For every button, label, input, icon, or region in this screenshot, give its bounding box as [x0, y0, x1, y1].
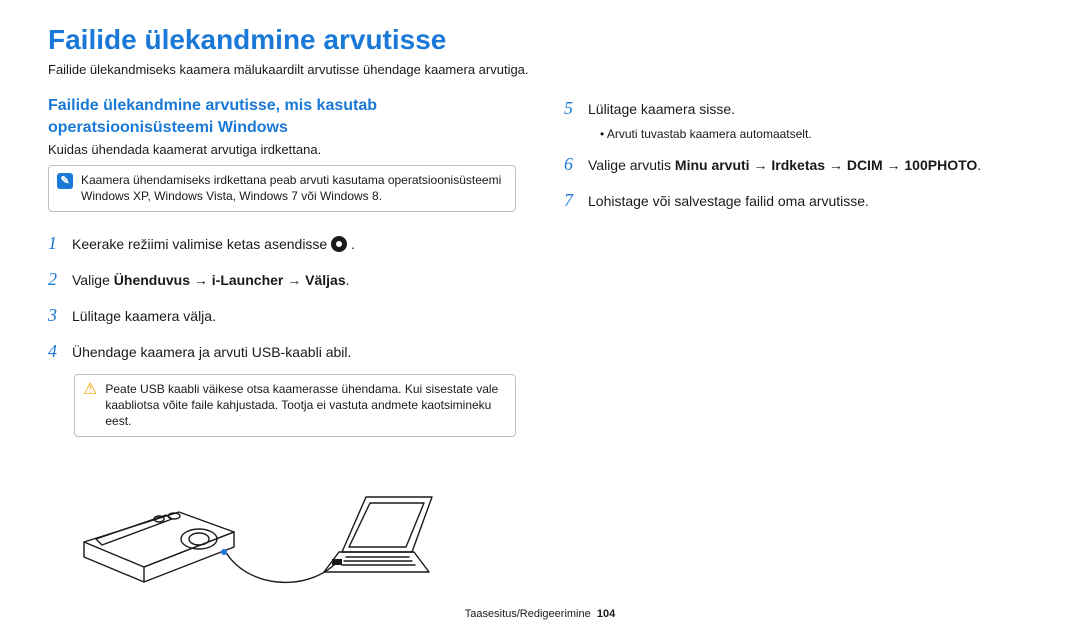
step6-bold: Minu arvuti → Irdketas → DCIM → 100PHOTO — [675, 157, 977, 173]
step-text: Keerake režiimi valimise ketas asendisse… — [72, 234, 355, 254]
step-num: 1 — [48, 230, 62, 256]
steps-right: 5 Lülitage kaamera sisse. — [564, 95, 1032, 121]
step-num: 7 — [564, 187, 578, 213]
step-num: 2 — [48, 266, 62, 292]
step-text: Valige Ühenduvus → i-Launcher → Väljas. — [72, 270, 350, 290]
page-title: Failide ülekandmine arvutisse — [48, 24, 1032, 56]
step-1: 1 Keerake režiimi valimise ketas asendis… — [48, 230, 516, 256]
step-num: 6 — [564, 151, 578, 177]
connection-illustration — [74, 457, 434, 597]
page-footer: Taasesitus/Redigeerimine 104 — [0, 608, 1080, 620]
info-box: ✎ Kaamera ühendamiseks irdkettana peab a… — [48, 165, 516, 211]
step6-pre: Valige arvutis — [588, 157, 675, 173]
step2-post: . — [346, 272, 350, 288]
step-5: 5 Lülitage kaamera sisse. — [564, 95, 1032, 121]
warning-icon: ⚠ — [83, 382, 97, 398]
step-num: 4 — [48, 338, 62, 364]
step-4: 4 Ühendage kaamera ja arvuti USB-kaabli … — [48, 338, 516, 364]
step-7: 7 Lohistage või salvestage failid oma ar… — [564, 187, 1032, 213]
steps-right-2: 6 Valige arvutis Minu arvuti → Irdketas … — [564, 151, 1032, 213]
step1-pre: Keerake režiimi valimise ketas asendisse — [72, 236, 331, 252]
step5-sub: • Arvuti tuvastab kaamera automaatselt. — [600, 127, 1032, 141]
step-text: Lülitage kaamera välja. — [72, 306, 216, 326]
step-3: 3 Lülitage kaamera välja. — [48, 302, 516, 328]
content-columns: Failide ülekandmine arvutisse, mis kasut… — [48, 95, 1032, 602]
page-intro: Failide ülekandmiseks kaamera mälukaardi… — [48, 62, 1032, 77]
warning-text: Peate USB kaabli väikese otsa kaamerasse… — [105, 381, 507, 430]
info-text: Kaamera ühendamiseks irdkettana peab arv… — [81, 172, 507, 204]
right-column: 5 Lülitage kaamera sisse. • Arvuti tuvas… — [564, 95, 1032, 602]
step-text: Lülitage kaamera sisse. — [588, 99, 735, 119]
step-text: Ühendage kaamera ja arvuti USB-kaabli ab… — [72, 342, 351, 362]
left-column: Failide ülekandmine arvutisse, mis kasut… — [48, 95, 516, 602]
step-text: Lohistage või salvestage failid oma arvu… — [588, 191, 869, 211]
mode-dial-icon — [331, 236, 347, 252]
section-intro: Kuidas ühendada kaamerat arvutiga irdket… — [48, 142, 516, 157]
step-6: 6 Valige arvutis Minu arvuti → Irdketas … — [564, 151, 1032, 177]
step1-post: . — [347, 236, 355, 252]
footer-page: 104 — [597, 608, 615, 620]
step2-pre: Valige — [72, 272, 114, 288]
warning-box: ⚠ Peate USB kaabli väikese otsa kaameras… — [74, 374, 516, 437]
footer-section: Taasesitus/Redigeerimine — [465, 608, 591, 620]
steps-left: 1 Keerake režiimi valimise ketas asendis… — [48, 230, 516, 364]
step2-bold: Ühenduvus → i-Launcher → Väljas — [114, 272, 346, 288]
step-num: 3 — [48, 302, 62, 328]
info-icon: ✎ — [57, 173, 73, 189]
step-text: Valige arvutis Minu arvuti → Irdketas → … — [588, 155, 981, 175]
step-num: 5 — [564, 95, 578, 121]
section-title: Failide ülekandmine arvutisse, mis kasut… — [48, 95, 516, 138]
step-2: 2 Valige Ühenduvus → i-Launcher → Väljas… — [48, 266, 516, 292]
step6-post: . — [977, 157, 981, 173]
